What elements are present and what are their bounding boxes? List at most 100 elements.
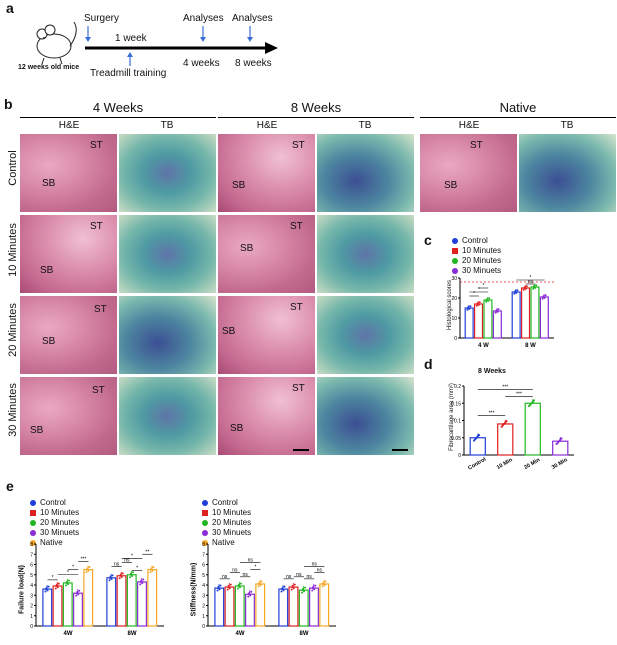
sig-label: ns xyxy=(306,574,312,580)
panel-d-label: d xyxy=(424,356,433,372)
data-point xyxy=(560,437,563,440)
x-tick-label: 8W xyxy=(128,631,137,637)
data-point xyxy=(505,420,508,423)
micrograph-tb-8w-control xyxy=(317,134,414,212)
data-point xyxy=(292,587,295,590)
data-point xyxy=(290,588,293,591)
sig-label: ns xyxy=(296,572,302,578)
bar xyxy=(224,586,235,627)
data-point xyxy=(68,579,70,582)
y-tick-label: 6 xyxy=(30,563,33,569)
bar xyxy=(309,587,319,627)
mouse-caption: 12 weeks old mice xyxy=(18,64,80,71)
micrograph-he-native: ST SB xyxy=(420,134,517,212)
micrograph-he-4w-10min: ST SB xyxy=(20,215,117,293)
data-point xyxy=(44,590,47,593)
data-point xyxy=(496,310,499,313)
weeks4-label: 4 weeks xyxy=(183,58,220,69)
data-point xyxy=(250,590,253,593)
data-point xyxy=(281,588,284,591)
bar xyxy=(214,587,225,627)
data-point xyxy=(151,569,154,572)
x-tick-label: 4 W xyxy=(478,343,489,349)
divider xyxy=(420,117,616,118)
row-label-10min: 10 Minutes xyxy=(7,223,19,277)
treadmill-label: Treadmill training xyxy=(90,68,167,79)
micrograph-he-8w-control: ST SB xyxy=(218,134,315,212)
data-point xyxy=(311,587,314,590)
chart-d: 0 0.05 0.1 0.15 0.2 Control 10 Min 20 Min 30 Min… xyxy=(451,384,574,472)
data-point xyxy=(229,583,232,586)
group-8weeks: 8 Weeks xyxy=(290,100,342,115)
data-point xyxy=(323,584,326,587)
group-4weeks: 4 Weeks xyxy=(92,100,144,115)
data-point xyxy=(152,566,155,569)
micrograph-tb-8w-30min xyxy=(317,377,414,455)
data-point xyxy=(542,296,545,298)
data-point xyxy=(311,589,314,592)
sig-label: * xyxy=(72,565,74,571)
data-point xyxy=(54,587,57,590)
bar xyxy=(524,402,541,456)
data-point xyxy=(301,589,304,592)
sig-label: * xyxy=(67,570,69,576)
group-native: Native xyxy=(499,100,537,115)
data-point xyxy=(132,571,134,574)
data-point xyxy=(149,571,152,574)
week1-label: 1 week xyxy=(115,33,147,44)
micrograph-he-4w-30min: ST SB xyxy=(20,377,117,455)
data-point xyxy=(488,297,491,300)
bar xyxy=(530,286,540,339)
legend-item: Native xyxy=(202,538,251,548)
stain-he-native: H&E xyxy=(458,120,480,131)
legend-item: 10 Minutes xyxy=(202,508,251,518)
sig-label: ns xyxy=(312,562,318,568)
y-tick-label: 0.15 xyxy=(451,401,461,407)
timeline xyxy=(85,26,278,66)
data-point xyxy=(216,589,219,592)
data-point xyxy=(466,308,469,311)
row-label-20min: 20 Minutes xyxy=(7,303,19,357)
data-point xyxy=(65,584,67,587)
data-point xyxy=(249,594,252,597)
data-point xyxy=(532,287,535,290)
y-tick-label: 3 xyxy=(30,593,33,599)
y-tick-label: 0.05 xyxy=(451,436,461,442)
data-point xyxy=(237,587,239,590)
sig-label: ns xyxy=(114,562,120,568)
sig-label: * xyxy=(136,566,138,572)
data-point xyxy=(85,571,88,574)
data-point xyxy=(525,285,528,288)
stain-he-8w: H&E xyxy=(256,120,278,131)
data-point xyxy=(218,588,221,591)
d-title: 8 Weeks xyxy=(478,368,506,375)
data-point xyxy=(46,589,49,592)
data-point xyxy=(494,311,497,314)
micrograph-tb-4w-30min xyxy=(119,377,216,455)
data-point xyxy=(301,591,303,594)
micrograph-tb-4w-10min xyxy=(119,215,216,293)
data-point xyxy=(544,294,547,297)
panel-a-label: a xyxy=(6,0,14,16)
bar xyxy=(137,581,147,627)
data-point xyxy=(485,300,488,303)
data-point xyxy=(314,584,317,587)
y-tick-label: 1 xyxy=(30,614,33,620)
data-point xyxy=(535,284,538,287)
micrograph-tb-8w-20min xyxy=(317,296,414,374)
sig-label: ** xyxy=(145,549,149,555)
data-point xyxy=(108,579,111,582)
divider xyxy=(20,117,216,118)
bar xyxy=(469,437,486,456)
sig-label: ns xyxy=(232,568,238,574)
data-point xyxy=(131,574,133,577)
y-tick-label: 7 xyxy=(202,552,205,558)
data-point xyxy=(476,303,479,305)
bar xyxy=(234,585,245,627)
sig-label: *** xyxy=(489,410,495,416)
data-point xyxy=(217,587,220,590)
sig-label: * xyxy=(473,291,475,297)
x-tick-label: 20 Min xyxy=(523,457,541,471)
